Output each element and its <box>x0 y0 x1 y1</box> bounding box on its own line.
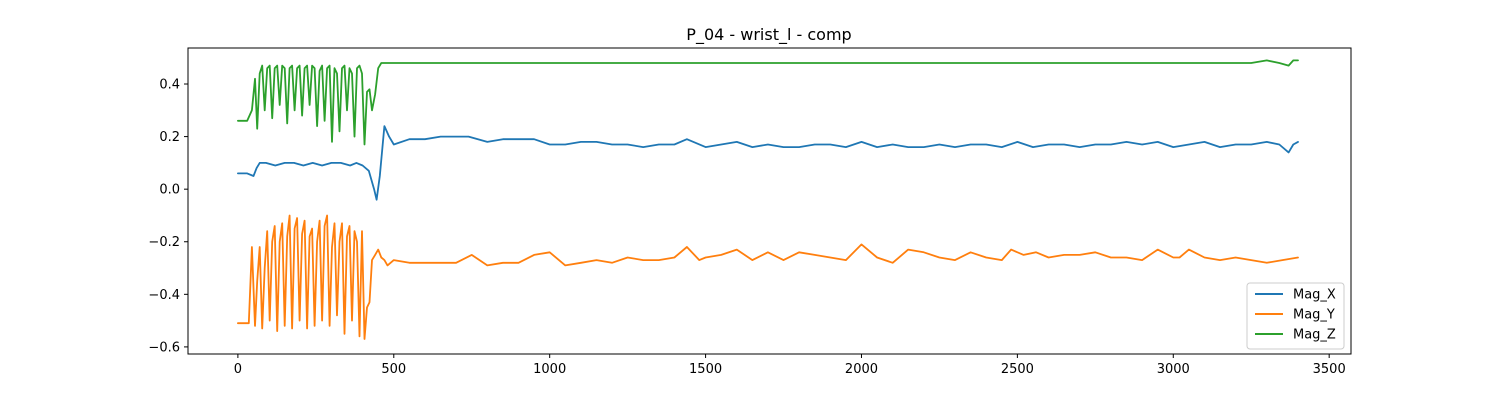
y-tick-label: 0.4 <box>159 78 180 93</box>
y-axis: 0.4 0.2 0.0 −0.2 −0.4 −0.6 <box>148 78 188 355</box>
series-line-mag-z <box>236 59 1299 146</box>
x-tick-label: 3000 <box>1157 362 1190 377</box>
series-layer <box>236 59 1299 340</box>
x-tick-label: 0 <box>234 362 242 377</box>
legend-label-mag-y: Mag_Y <box>1293 308 1335 323</box>
x-tick-label: 500 <box>381 362 406 377</box>
x-axis: 0 500 1000 1500 2000 2500 3000 3500 <box>234 354 1346 377</box>
y-tick-label: 0.0 <box>159 183 180 198</box>
y-tick-label: 0.2 <box>159 130 180 145</box>
y-tick-label: −0.2 <box>148 235 180 250</box>
x-tick-label: 3500 <box>1313 362 1346 377</box>
plot-frame <box>187 47 1352 355</box>
x-tick-label: 2500 <box>1001 362 1034 377</box>
legend: Mag_X Mag_Y Mag_Z <box>1246 282 1345 350</box>
chart-title: P_04 - wrist_l - comp <box>686 25 851 45</box>
legend-label-mag-x: Mag_X <box>1293 288 1336 303</box>
y-tick-label: −0.6 <box>148 340 180 355</box>
x-tick-label: 1500 <box>689 362 722 377</box>
y-tick-label: −0.4 <box>148 288 180 303</box>
x-tick-label: 1000 <box>533 362 566 377</box>
series-line-mag-y <box>236 214 1299 340</box>
series-line-mag-x <box>236 125 1299 201</box>
legend-label-mag-z: Mag_Z <box>1293 328 1336 343</box>
legend-box <box>1246 282 1345 350</box>
x-tick-label: 2000 <box>845 362 878 377</box>
